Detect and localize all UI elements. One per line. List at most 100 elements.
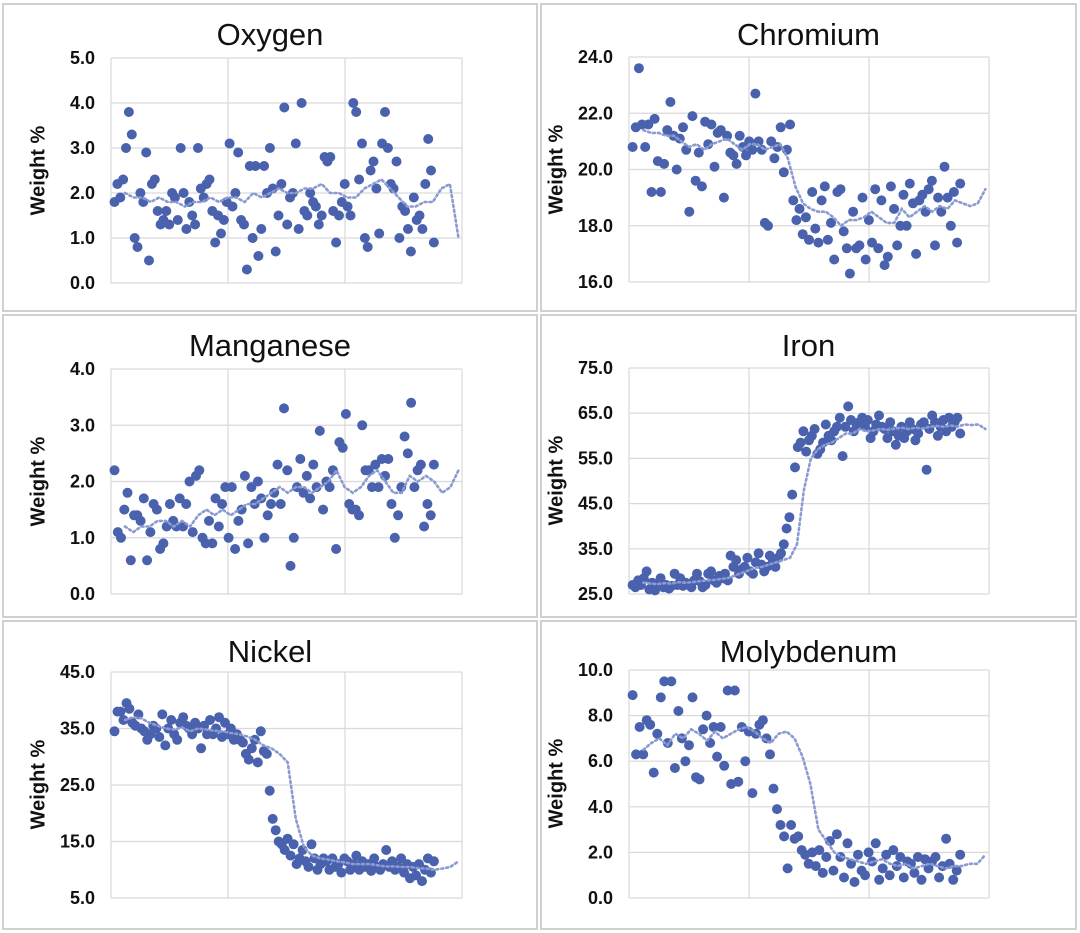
data-point (692, 568, 702, 579)
trend-line (123, 177, 460, 240)
data-point (276, 179, 287, 189)
data-point (351, 107, 362, 117)
data-point (776, 548, 786, 559)
data-point (703, 139, 714, 150)
data-point (891, 861, 902, 872)
data-point (669, 763, 680, 773)
data-point (196, 743, 207, 754)
data-point (870, 838, 881, 849)
panel-manganese: 0.0 1.0 2.0 3.0 4.0 Manganese Weight % (2, 314, 538, 618)
data-point (722, 685, 733, 696)
data-point (342, 201, 353, 212)
data-point (877, 863, 888, 874)
data-point (198, 192, 209, 203)
data-point (381, 845, 392, 855)
data-point (389, 532, 400, 543)
data-point (382, 143, 393, 153)
data-point (784, 512, 795, 523)
y-tick-label: 55.0 (578, 448, 613, 468)
data-point (715, 722, 726, 732)
data-point (839, 872, 849, 883)
data-point (640, 142, 651, 152)
data-point (798, 426, 809, 437)
data-point (763, 220, 773, 231)
data-point (793, 831, 804, 842)
data-point (890, 439, 901, 450)
data-point (904, 178, 915, 189)
chart-title: Molybdenum (719, 634, 898, 669)
data-point (400, 206, 411, 216)
data-point (259, 161, 270, 171)
data-point (840, 421, 851, 432)
chart-title: Oxygen (216, 17, 324, 52)
data-point (334, 210, 344, 221)
data-point (261, 748, 272, 759)
data-point (354, 174, 365, 185)
data-point (325, 152, 336, 162)
data-point (305, 188, 316, 198)
data-point (154, 732, 165, 742)
chart-chromium: 16.0 18.0 20.0 22.0 24.0 (578, 47, 990, 292)
data-point (778, 539, 789, 550)
chart-title: Iron (781, 328, 836, 363)
data-point (941, 833, 952, 844)
data-point (145, 527, 156, 538)
data-point (633, 63, 644, 74)
y-tick-label: 8.0 (588, 706, 613, 726)
y-tick-label: 45.0 (578, 494, 613, 514)
data-point (786, 820, 797, 830)
data-point (788, 195, 799, 206)
data-point (313, 219, 324, 230)
data-point (729, 685, 740, 696)
data-point (160, 740, 171, 751)
y-tick-label: 2.0 (70, 472, 95, 492)
data-point (694, 774, 705, 785)
data-point (753, 548, 764, 559)
data-point (184, 197, 195, 207)
y-tick-label: 0.0 (70, 584, 95, 604)
data-point (368, 156, 379, 167)
data-point (337, 442, 348, 453)
data-point (665, 97, 676, 107)
data-point (889, 203, 900, 214)
data-point (874, 874, 885, 885)
panel-chromium: 16.0 18.0 20.0 22.0 24.0 Chromium Weight % (540, 3, 1077, 312)
data-point (184, 476, 195, 487)
data-point (205, 715, 215, 725)
data-point (210, 493, 221, 504)
y-tick-label: 4.0 (70, 359, 95, 379)
data-point (285, 560, 296, 571)
data-point (126, 129, 137, 140)
data-point (709, 161, 720, 172)
data-point (645, 719, 656, 730)
data-point (369, 853, 380, 864)
data-point (696, 181, 707, 192)
data-point (882, 251, 893, 262)
chart-title: Chromium (737, 17, 880, 52)
data-point (362, 242, 373, 252)
trend-line (123, 715, 460, 872)
y-tick-label: 4.0 (588, 797, 613, 817)
data-point (634, 722, 645, 732)
data-point (857, 192, 868, 203)
data-point (181, 224, 192, 234)
data-point (687, 111, 698, 122)
data-point (288, 839, 299, 850)
y-axis-label: Weight % (545, 124, 568, 214)
data-point (854, 240, 865, 251)
data-point (750, 88, 761, 99)
data-point (428, 459, 439, 470)
y-tick-label: 15.0 (60, 832, 95, 852)
chart-title: Nickel (227, 634, 313, 669)
data-point (270, 825, 281, 836)
data-point (918, 417, 929, 428)
data-point (844, 268, 855, 279)
data-point (250, 161, 261, 171)
data-point (892, 240, 903, 251)
data-point (227, 201, 238, 212)
data-point (952, 412, 963, 423)
data-point (239, 470, 250, 481)
data-point (648, 767, 659, 778)
data-point (810, 861, 821, 872)
data-point (308, 459, 319, 470)
